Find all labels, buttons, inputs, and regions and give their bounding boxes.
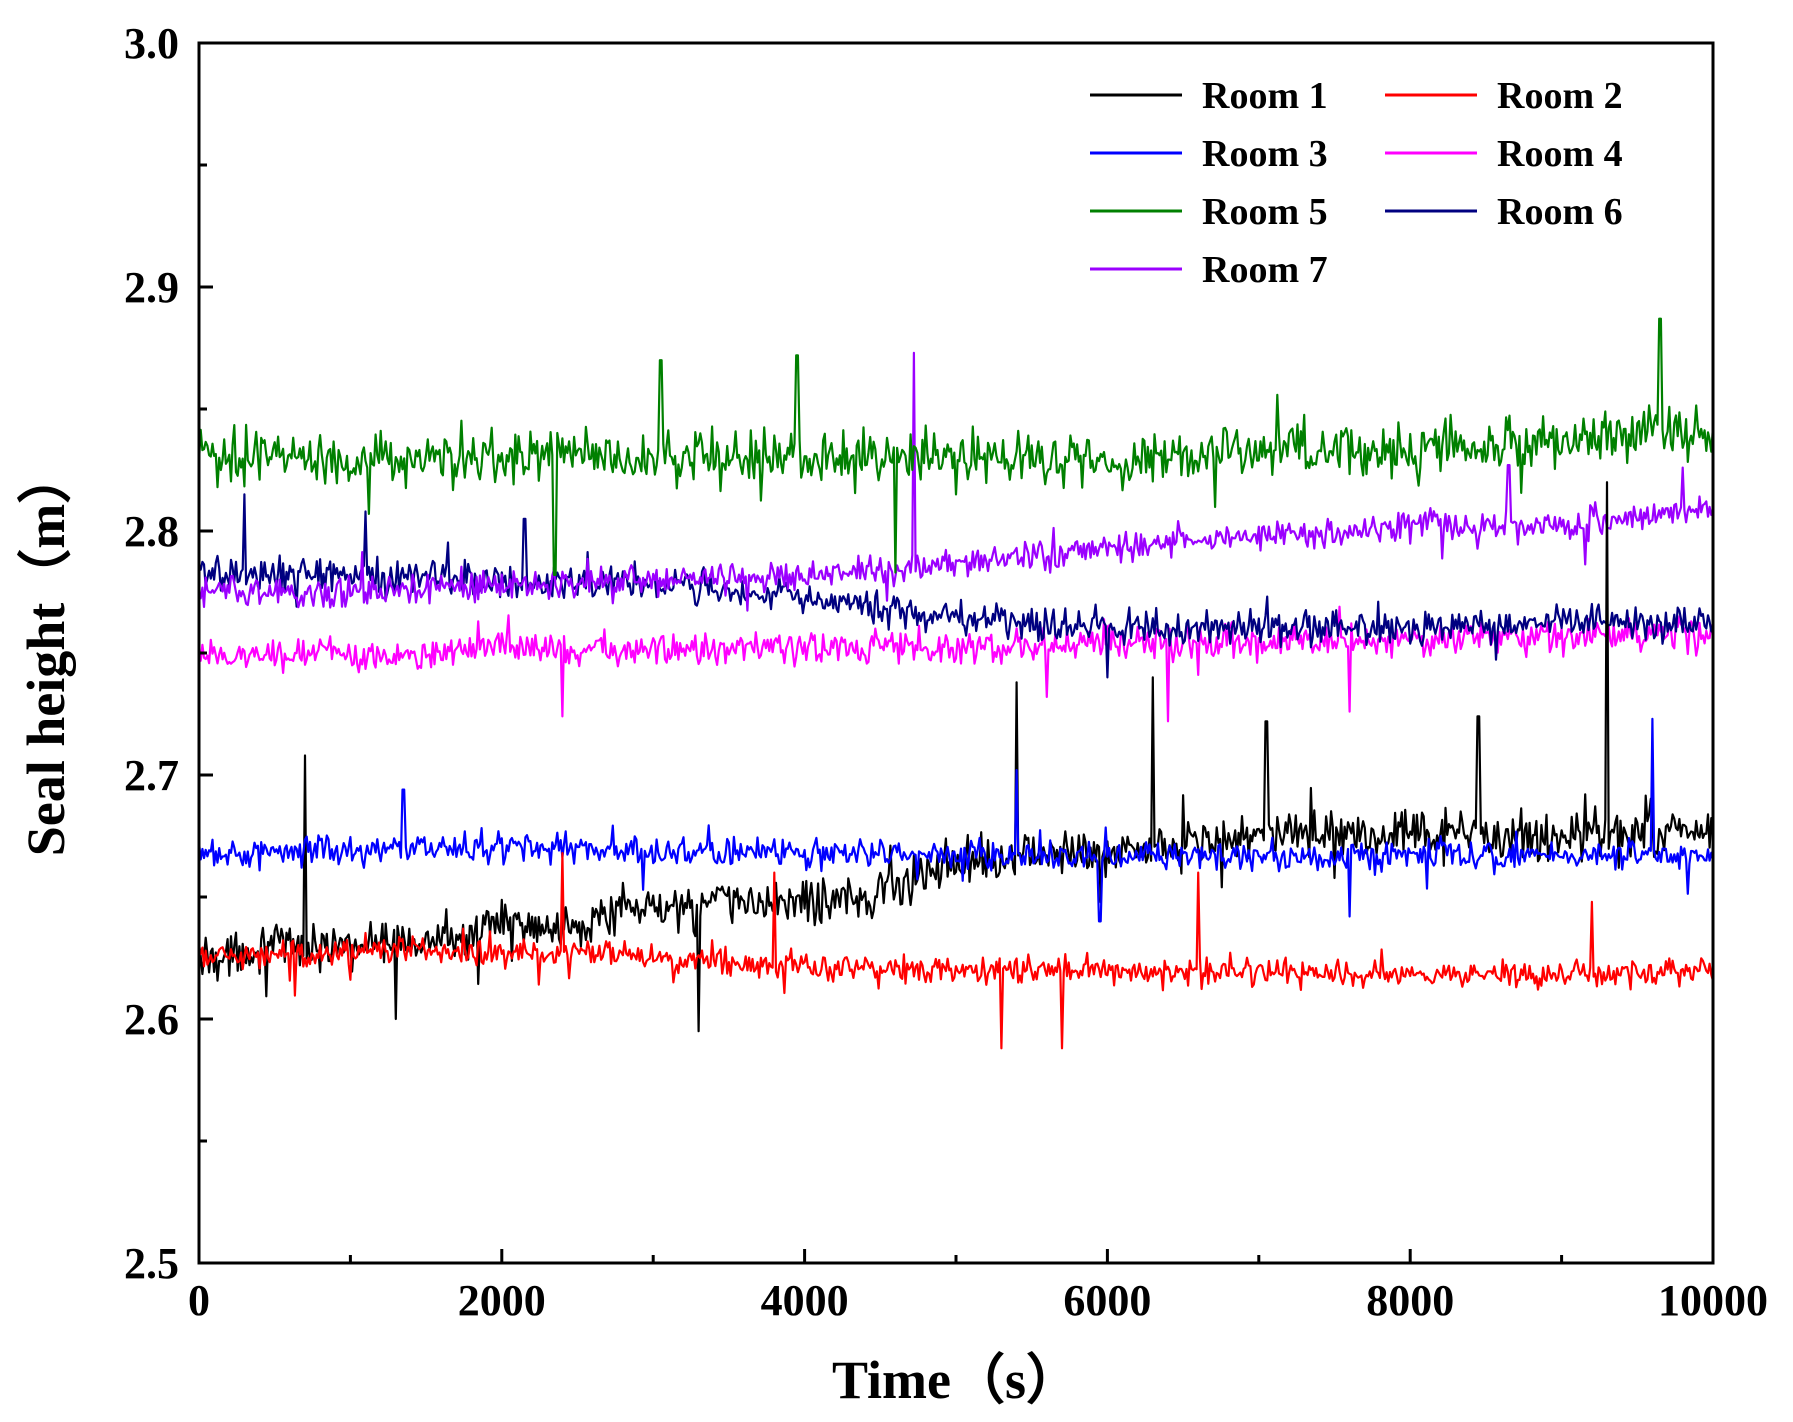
tick-labels: 0 2000 4000 6000 8000 10000 2.5 2.6 2.7 2.8 2.9 3.0 [124, 19, 1768, 1325]
y-tick-label: 2.9 [124, 263, 179, 312]
legend-label-room-7: Room 7 [1202, 249, 1328, 291]
legend-label-room-4: Room 4 [1497, 133, 1623, 175]
ticks-layer [197, 41, 1715, 1265]
x-tick-label: 10000 [1658, 1276, 1768, 1325]
y-tick-label: 3.0 [124, 19, 179, 68]
y-tick-label: 2.6 [124, 995, 179, 1044]
x-tick-label: 8000 [1366, 1276, 1454, 1325]
x-axis-title: Time（s） [832, 1350, 1080, 1410]
series-line-room-6 [198, 493, 1714, 679]
x-tick-label: 4000 [761, 1276, 849, 1325]
series-layer [197, 317, 1715, 1050]
x-tick-label: 6000 [1063, 1276, 1151, 1325]
y-axis-title: Seal height（m） [16, 450, 76, 857]
series-line-room-4 [197, 605, 1715, 723]
y-tick-label: 2.5 [124, 1239, 179, 1288]
legend-label-room-5: Room 5 [1202, 191, 1328, 233]
legend-label-room-6: Room 6 [1497, 191, 1623, 233]
legend-label-room-1: Room 1 [1202, 75, 1328, 117]
y-tick-label: 2.7 [124, 751, 179, 800]
series-line-room-3 [197, 717, 1715, 923]
series-line-room-2 [198, 851, 1715, 1050]
legend-label-room-2: Room 2 [1497, 75, 1623, 117]
legend-label-room-3: Room 3 [1202, 133, 1328, 175]
y-tick-label: 2.8 [124, 507, 179, 556]
legend: Room 1 Room 2 Room 3 Room 4 Room 5 Room 6 Room… [1090, 75, 1623, 291]
series-line-room-1 [197, 481, 1715, 1033]
series-line-room-5 [197, 317, 1715, 577]
x-tick-label: 0 [188, 1276, 210, 1325]
x-tick-label: 2000 [458, 1276, 546, 1325]
series-line-room-7 [197, 351, 1714, 612]
